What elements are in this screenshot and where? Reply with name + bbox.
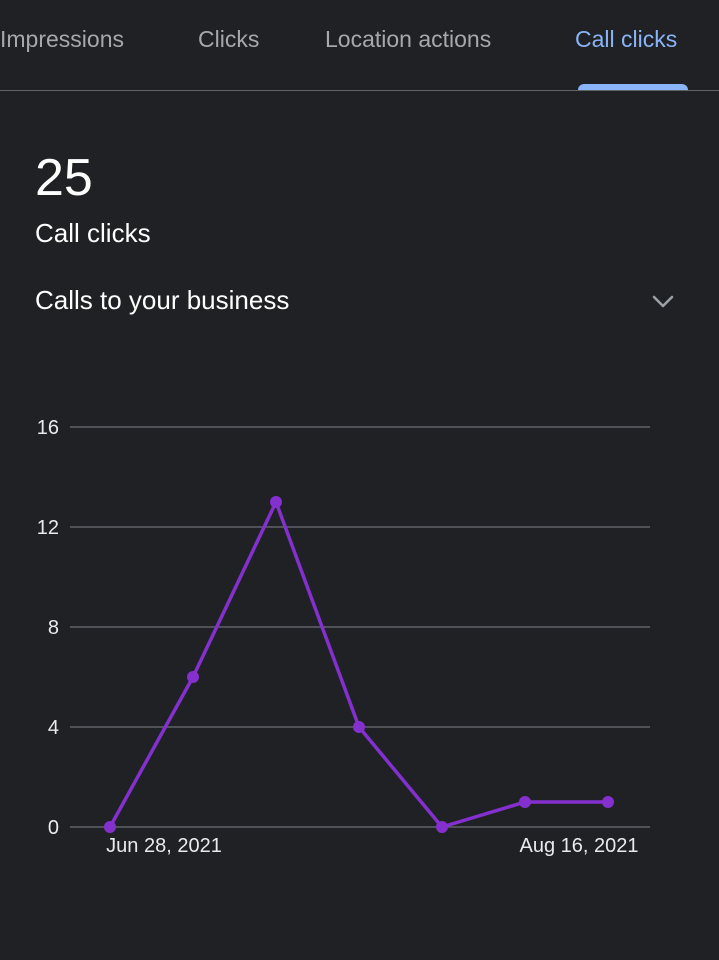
y-tick-label: 12: [37, 517, 59, 539]
y-tick-label: 16: [37, 417, 59, 439]
x-tick-label: Aug 16, 2021: [520, 835, 639, 857]
tab-call-clicks[interactable]: Call clicks: [575, 26, 678, 52]
data-point[interactable]: [104, 821, 116, 833]
tab-impressions[interactable]: Impressions: [0, 26, 124, 52]
data-point[interactable]: [187, 671, 199, 683]
series-line: [108, 500, 608, 829]
x-tick-label: Jun 28, 2021: [106, 835, 222, 857]
y-tick-label: 8: [48, 617, 59, 639]
section-title: Calls to your business: [35, 285, 290, 315]
calls-section-toggle[interactable]: Calls to your business: [0, 280, 719, 324]
active-tab-indicator: [578, 84, 688, 90]
tab-location-actions[interactable]: Location actions: [325, 26, 492, 52]
y-tick-label: 0: [48, 817, 59, 839]
data-point[interactable]: [519, 796, 531, 808]
tab-bar: Impressions Clicks Location actions Call…: [0, 0, 719, 91]
tab-clicks[interactable]: Clicks: [198, 26, 260, 52]
total-call-clicks-value: 25: [35, 149, 93, 207]
chevron-down-icon[interactable]: [650, 288, 676, 314]
data-point[interactable]: [436, 821, 448, 833]
data-point[interactable]: [602, 796, 614, 808]
total-call-clicks-label: Call clicks: [35, 218, 151, 248]
data-point[interactable]: [353, 721, 365, 733]
call-clicks-line-chart: 0 4 8 12 16 Jun 28, 2021 Aug 16, 2021: [37, 417, 650, 857]
y-tick-label: 4: [48, 717, 59, 739]
data-point[interactable]: [270, 496, 282, 508]
